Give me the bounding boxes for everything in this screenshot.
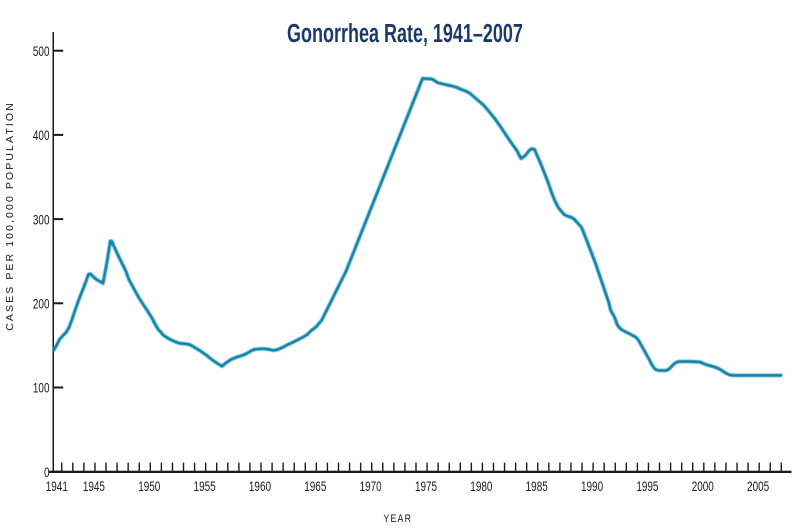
- svg-text:1955: 1955: [194, 478, 216, 494]
- svg-text:1970: 1970: [360, 478, 382, 494]
- svg-text:300: 300: [33, 212, 50, 228]
- svg-text:1980: 1980: [470, 478, 492, 494]
- svg-text:1995: 1995: [636, 478, 658, 494]
- svg-text:Gonorrhea Rate, 1941–2007: Gonorrhea Rate, 1941–2007: [287, 19, 523, 48]
- svg-text:1950: 1950: [138, 478, 160, 494]
- svg-text:2005: 2005: [747, 478, 769, 494]
- svg-text:100: 100: [33, 380, 50, 396]
- svg-text:CASES PER 100,000 POPULATION: CASES PER 100,000 POPULATION: [4, 101, 16, 331]
- svg-text:400: 400: [33, 127, 50, 143]
- svg-text:1965: 1965: [304, 478, 326, 494]
- svg-text:0: 0: [44, 464, 50, 480]
- svg-text:1960: 1960: [249, 478, 271, 494]
- svg-text:200: 200: [33, 296, 50, 312]
- svg-text:500: 500: [33, 43, 50, 59]
- svg-text:1941: 1941: [46, 478, 68, 494]
- svg-text:1975: 1975: [415, 478, 437, 494]
- svg-text:1985: 1985: [526, 478, 548, 494]
- svg-text:1990: 1990: [581, 478, 603, 494]
- svg-text:YEAR: YEAR: [383, 513, 412, 525]
- svg-text:2000: 2000: [692, 478, 714, 494]
- svg-text:1945: 1945: [83, 478, 105, 494]
